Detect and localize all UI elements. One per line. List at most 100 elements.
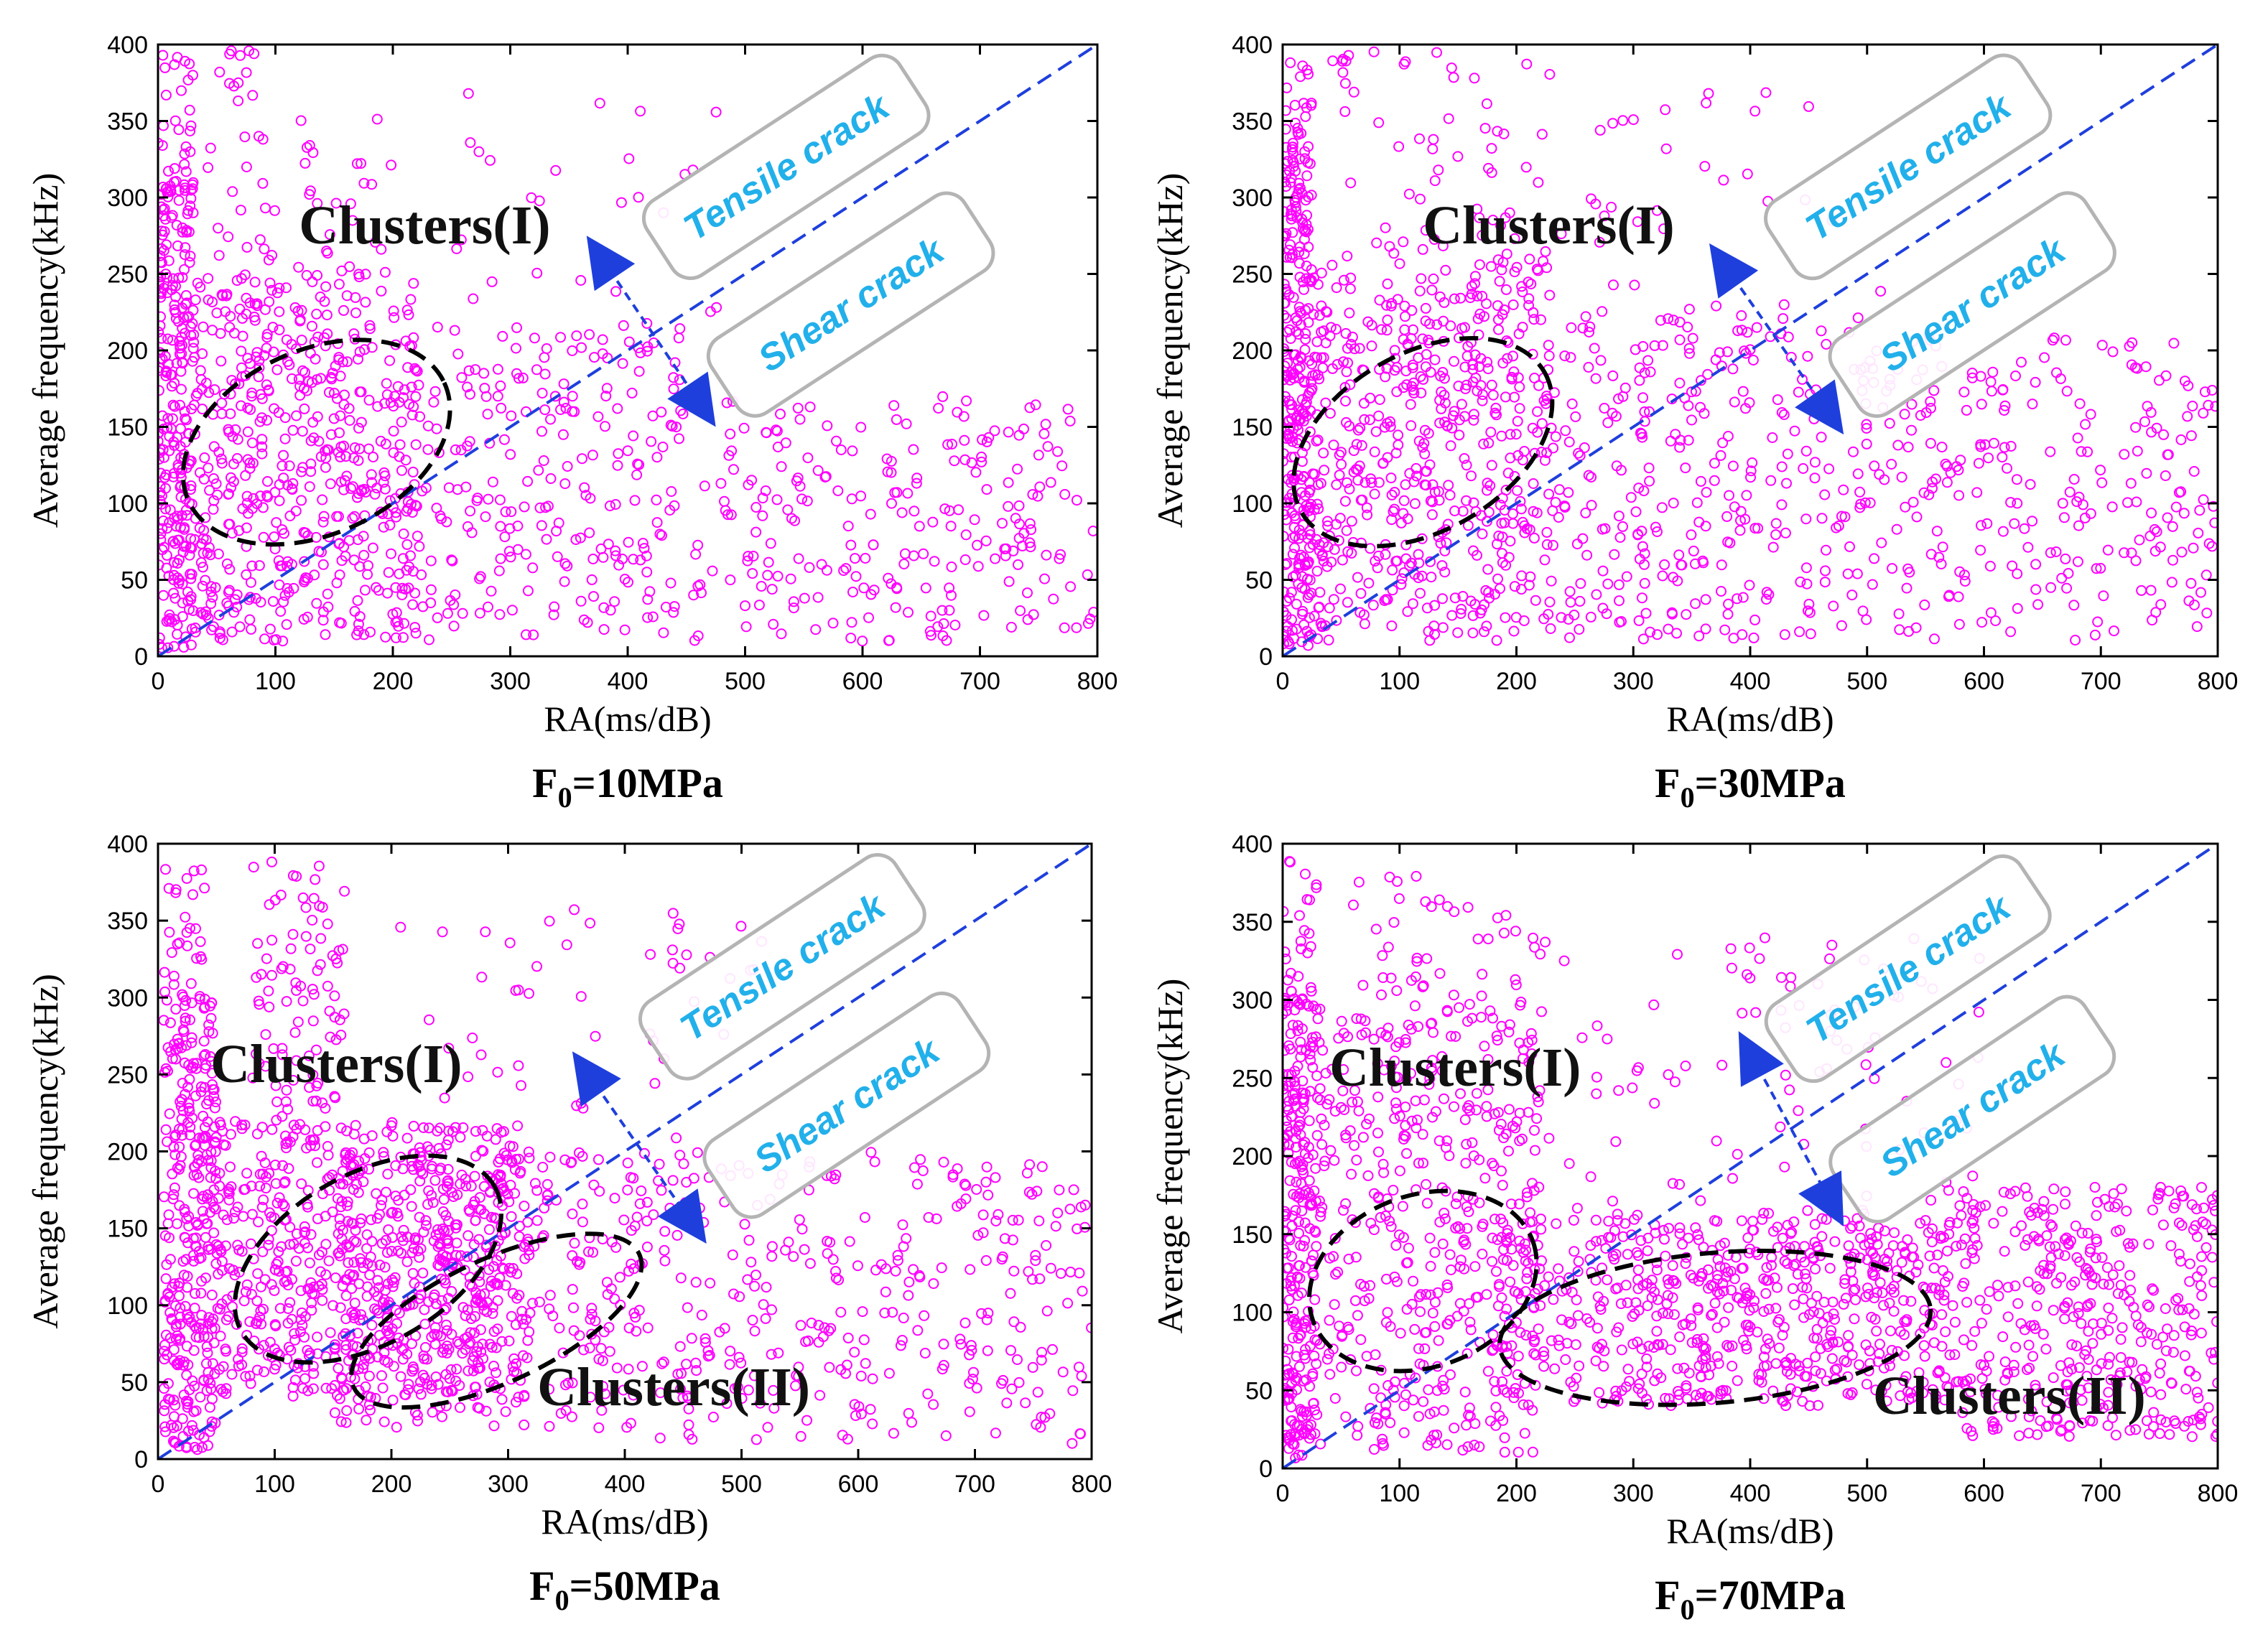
data-point (449, 325, 460, 336)
data-point (959, 434, 970, 446)
data-point (1288, 423, 1299, 434)
data-point (1283, 82, 1293, 93)
data-point (200, 1231, 211, 1243)
data-point (1668, 315, 1679, 326)
data-point (1699, 161, 1711, 172)
data-point (371, 483, 383, 494)
data-point (437, 1183, 449, 1195)
data-point (1928, 385, 1940, 396)
data-point (487, 1308, 498, 1319)
data-point (185, 1129, 196, 1141)
data-point (587, 449, 598, 461)
data-point (353, 353, 363, 365)
data-point (544, 1384, 555, 1395)
data-point (307, 320, 317, 332)
data-point (234, 621, 246, 633)
data-point (451, 243, 463, 254)
data-point (2167, 554, 2178, 566)
data-point (628, 1173, 639, 1184)
data-point (1312, 369, 1324, 381)
data-point (919, 1348, 931, 1359)
data-point (355, 386, 367, 398)
data-point (179, 523, 190, 535)
data-point (1614, 595, 1625, 607)
x-tick-label: 800 (1072, 1471, 1112, 1498)
data-point (1297, 605, 1309, 617)
data-point (1428, 273, 1439, 284)
data-point (1386, 620, 1398, 632)
data-point (511, 1268, 523, 1280)
data-point (936, 1262, 947, 1274)
data-point (344, 261, 355, 272)
data-point (928, 1278, 939, 1290)
data-point (2060, 335, 2071, 346)
data-point (213, 447, 225, 458)
data-point (1352, 572, 1363, 583)
data-point (160, 1329, 172, 1341)
data-point (497, 1200, 508, 1211)
data-point (1671, 628, 1682, 639)
data-point (256, 969, 267, 980)
data-point (792, 472, 804, 484)
data-point (364, 320, 376, 331)
data-point (267, 322, 279, 333)
data-point (491, 1367, 501, 1379)
data-point (1001, 1397, 1013, 1409)
data-point (1559, 350, 1571, 362)
data-point (198, 1050, 210, 1061)
data-point (2166, 577, 2178, 588)
y-tick-label: 100 (107, 490, 148, 518)
data-point (394, 439, 406, 450)
data-point (917, 1165, 929, 1176)
data-point (1465, 595, 1477, 607)
data-point (204, 485, 215, 496)
data-point (185, 569, 196, 579)
data-point (475, 571, 486, 582)
data-point (1953, 619, 1965, 630)
data-point (1290, 117, 1301, 129)
data-point (1502, 467, 1514, 479)
data-point (2119, 547, 2130, 559)
data-point (196, 864, 208, 875)
data-point (1326, 556, 1337, 568)
data-point (1283, 1208, 1292, 1220)
data-point (1425, 366, 1436, 378)
data-point (513, 1392, 524, 1403)
data-point (1670, 429, 1681, 440)
data-point (1540, 246, 1551, 257)
data-point (636, 1186, 647, 1196)
data-point (1736, 325, 1747, 336)
data-point (362, 1258, 373, 1270)
data-point (181, 1441, 192, 1453)
data-point (541, 343, 552, 354)
data-point (771, 494, 783, 506)
data-point (1961, 404, 1972, 416)
data-point (1283, 1247, 1291, 1259)
data-point (1366, 340, 1377, 352)
data-point (2170, 501, 2182, 513)
data-point (2039, 352, 2050, 363)
data-point (1293, 373, 1305, 383)
data-point (1393, 141, 1405, 152)
data-point (1778, 409, 1790, 420)
data-point (217, 1264, 228, 1276)
data-point (1296, 1287, 1307, 1299)
data-point (1846, 590, 1858, 601)
data-point (1427, 479, 1439, 490)
data-point (1355, 588, 1367, 599)
data-point (460, 1180, 472, 1192)
data-point (1382, 594, 1393, 605)
data-point (369, 488, 381, 500)
data-point (1296, 1450, 1308, 1461)
data-point (1299, 344, 1311, 355)
data-point (1062, 1298, 1074, 1309)
data-point (350, 307, 361, 319)
data-point (1469, 349, 1481, 360)
data-point (1308, 309, 1319, 320)
data-point (903, 1276, 915, 1287)
data-point (1633, 483, 1645, 494)
data-point (1283, 230, 1291, 241)
data-point (903, 1290, 914, 1301)
data-point (1292, 355, 1303, 366)
data-point (522, 475, 534, 487)
